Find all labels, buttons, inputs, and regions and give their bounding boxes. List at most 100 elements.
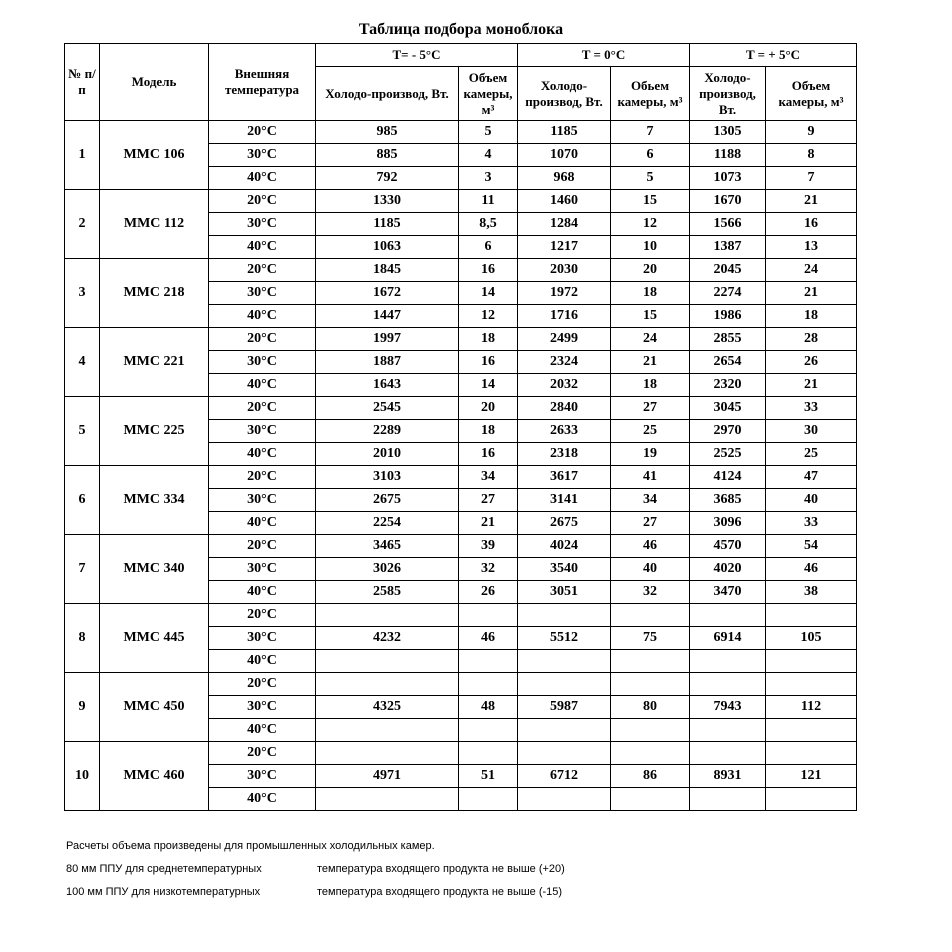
volume-cell xyxy=(610,649,690,673)
volume-cell: 39 xyxy=(458,534,518,558)
capacity-cell: 1305 xyxy=(689,120,766,144)
capacity-cell: 4124 xyxy=(689,465,766,489)
capacity-cell xyxy=(517,672,611,696)
outside-temp: 20°C xyxy=(208,258,316,282)
model-name: ММС 112 xyxy=(99,189,209,259)
volume-cell: 6 xyxy=(610,143,690,167)
volume-cell: 21 xyxy=(765,373,857,397)
capacity-cell xyxy=(315,649,459,673)
page-title: Таблица подбора моноблока xyxy=(358,21,564,38)
capacity-cell: 2320 xyxy=(689,373,766,397)
capacity-cell: 3141 xyxy=(517,488,611,512)
capacity-cell: 1330 xyxy=(315,189,459,213)
header-outside-temp: Внешняя температура xyxy=(208,43,316,121)
capacity-cell: 1387 xyxy=(689,235,766,259)
capacity-cell: 7943 xyxy=(689,695,766,719)
table-row: 10 ММС 460 20°C xyxy=(64,741,857,811)
note-text: Расчеты объема произведены для промышлен… xyxy=(66,840,435,852)
volume-cell: 19 xyxy=(610,442,690,466)
volume-cell: 32 xyxy=(458,557,518,581)
capacity-cell: 4570 xyxy=(689,534,766,558)
capacity-cell: 2970 xyxy=(689,419,766,443)
capacity-cell: 1672 xyxy=(315,281,459,305)
row-number: 9 xyxy=(64,672,100,742)
outside-temp: 20°C xyxy=(208,120,316,144)
capacity-cell: 3540 xyxy=(517,557,611,581)
capacity-cell xyxy=(689,672,766,696)
table-row: 30°C 1887 16 2324 21 2654 26 xyxy=(65,350,857,374)
volume-cell: 5 xyxy=(610,166,690,190)
volume-cell: 4 xyxy=(458,143,518,167)
volume-cell xyxy=(765,603,857,627)
header-capacity: Холодо-производ, Вт. xyxy=(315,66,459,121)
table-row: 1 ММС 106 20°C 985 5 1185 7 1305 9 xyxy=(64,120,857,190)
header-group-minus5: T= - 5°C xyxy=(315,43,518,67)
volume-cell: 38 xyxy=(765,580,857,604)
capacity-cell: 4232 xyxy=(315,626,459,650)
volume-cell: 18 xyxy=(610,373,690,397)
table-row: 30°C 4971 51 6712 86 8931 121 xyxy=(65,764,857,788)
capacity-cell: 2030 xyxy=(517,258,611,282)
volume-cell: 40 xyxy=(610,557,690,581)
note-text: 80 мм ППУ для среднетемпературных xyxy=(66,863,262,875)
volume-cell xyxy=(458,603,518,627)
outside-temp: 20°C xyxy=(208,672,316,696)
volume-cell xyxy=(765,649,857,673)
capacity-cell: 3465 xyxy=(315,534,459,558)
header-group-plus5: T = + 5°C xyxy=(689,43,857,67)
capacity-cell xyxy=(517,741,611,765)
volume-cell: 51 xyxy=(458,764,518,788)
volume-cell: 33 xyxy=(765,511,857,535)
header-volume: Объем камеры, м³ xyxy=(458,66,518,121)
capacity-cell: 1997 xyxy=(315,327,459,351)
capacity-cell: 968 xyxy=(517,166,611,190)
row-number: 6 xyxy=(64,465,100,535)
volume-cell: 48 xyxy=(458,695,518,719)
volume-cell: 40 xyxy=(765,488,857,512)
volume-cell: 15 xyxy=(610,189,690,213)
volume-cell: 18 xyxy=(610,281,690,305)
header-capacity: Холодо-производ, Вт. xyxy=(689,66,766,121)
outside-temp: 30°C xyxy=(208,557,316,581)
capacity-cell: 885 xyxy=(315,143,459,167)
capacity-cell: 792 xyxy=(315,166,459,190)
note-line: 80 мм ППУ для среднетемпературных темпера… xyxy=(66,858,952,881)
model-name: ММС 218 xyxy=(99,258,209,328)
capacity-cell: 2654 xyxy=(689,350,766,374)
outside-temp: 20°C xyxy=(208,396,316,420)
capacity-cell xyxy=(689,741,766,765)
row-number: 3 xyxy=(64,258,100,328)
capacity-cell xyxy=(315,672,459,696)
outside-temp: 30°C xyxy=(208,281,316,305)
volume-cell: 33 xyxy=(765,396,857,420)
capacity-cell: 3617 xyxy=(517,465,611,489)
volume-cell: 21 xyxy=(765,189,857,213)
header-no: № п/п xyxy=(64,43,100,121)
volume-cell: 7 xyxy=(610,120,690,144)
capacity-cell: 2840 xyxy=(517,396,611,420)
volume-cell xyxy=(765,672,857,696)
volume-cell: 7 xyxy=(765,166,857,190)
volume-cell xyxy=(458,787,518,811)
table-body: 1 ММС 106 20°C 985 5 1185 7 1305 9 30°C 885 4 1070 6 1… xyxy=(64,120,857,811)
capacity-cell: 2045 xyxy=(689,258,766,282)
outside-temp: 20°C xyxy=(208,534,316,558)
capacity-cell: 1887 xyxy=(315,350,459,374)
volume-cell: 34 xyxy=(610,488,690,512)
volume-cell: 46 xyxy=(458,626,518,650)
capacity-cell: 3470 xyxy=(689,580,766,604)
capacity-cell: 2010 xyxy=(315,442,459,466)
outside-temp: 20°C xyxy=(208,327,316,351)
table-row: 40°C 1063 6 1217 10 1387 13 xyxy=(65,235,857,259)
capacity-cell: 2633 xyxy=(517,419,611,443)
notes: Расчеты объема произведены для промышлен… xyxy=(66,835,952,904)
outside-temp: 40°C xyxy=(208,166,316,190)
volume-cell: 105 xyxy=(765,626,857,650)
outside-temp: 30°C xyxy=(208,488,316,512)
volume-cell: 21 xyxy=(458,511,518,535)
table-row: 8 ММС 445 20°C xyxy=(64,603,857,673)
capacity-cell: 1284 xyxy=(517,212,611,236)
volume-cell xyxy=(610,741,690,765)
table-row: 40°C xyxy=(65,718,857,742)
outside-temp: 30°C xyxy=(208,419,316,443)
